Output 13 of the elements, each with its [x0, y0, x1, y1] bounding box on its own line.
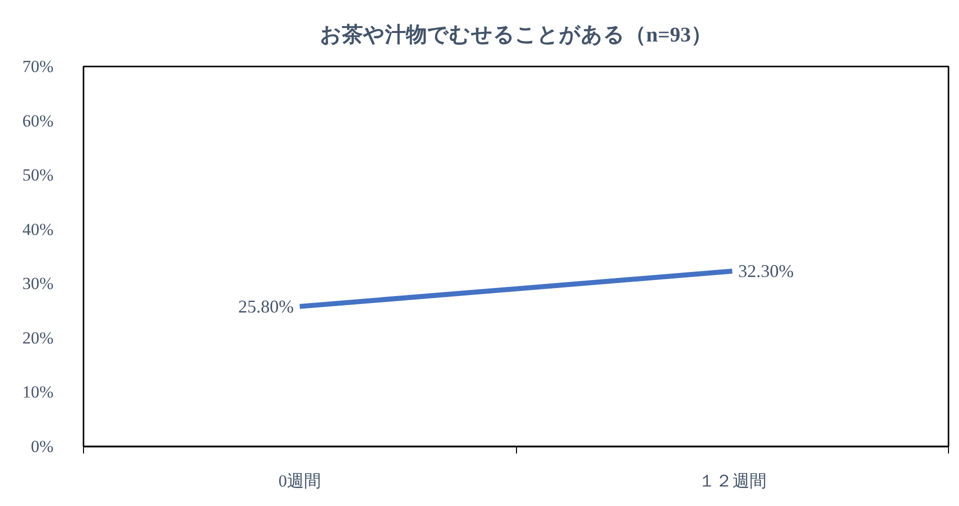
y-tick-label: 10% — [22, 382, 54, 402]
y-tick-label: 0% — [30, 437, 54, 456]
y-tick-label: 60% — [22, 111, 54, 130]
x-tick-label: 0週間 — [278, 472, 321, 490]
y-tick-label: 30% — [22, 274, 54, 294]
y-tick-label: 40% — [22, 220, 54, 239]
data-label: 32.30% — [738, 261, 794, 282]
y-tick-label: 70% — [22, 57, 54, 76]
y-tick-label: 50% — [22, 166, 54, 185]
data-label: 25.80% — [238, 296, 294, 316]
x-tick-label: １２週間 — [698, 472, 766, 490]
chart-title: お茶や汁物でむせることがある（n=93） — [320, 22, 712, 46]
y-tick-label: 20% — [22, 328, 54, 348]
